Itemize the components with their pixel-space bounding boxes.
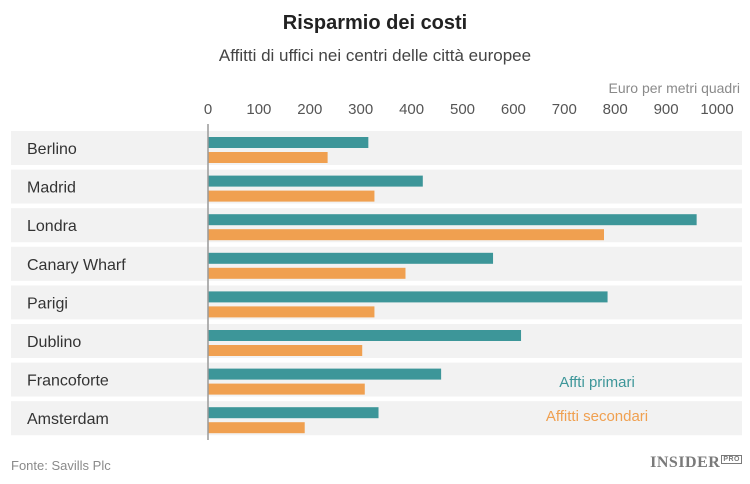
bar-primary (208, 175, 423, 187)
x-tick-label: 500 (450, 101, 475, 118)
logo-name: INSIDER (650, 454, 721, 471)
x-tick-label: 300 (348, 101, 373, 118)
x-tick-label: 400 (399, 101, 424, 118)
legend-primary: Affti primari (559, 374, 635, 391)
category-label: Dublino (27, 334, 81, 351)
chart-title: Risparmio dei costi (282, 12, 468, 34)
bar-primary (208, 252, 494, 264)
category-label: Parigi (27, 295, 68, 312)
x-tick-label: 800 (603, 101, 628, 118)
insider-pro-logo: INSIDER PRO (650, 454, 742, 472)
bar-secondary (208, 306, 375, 318)
category-label: Berlino (27, 141, 77, 158)
category-label: Madrid (27, 180, 76, 197)
x-tick-label: 1000 (700, 101, 733, 118)
chart-subtitle: Affitti di uffici nei centri delle città… (218, 46, 532, 65)
legend-secondary: Affitti secondari (546, 408, 648, 425)
bar-secondary (208, 422, 305, 434)
x-tick-label: 900 (654, 101, 679, 118)
category-band (11, 131, 742, 165)
x-tick-label: 0 (204, 101, 212, 118)
logo-badge: PRO (721, 455, 742, 464)
category-label: Londra (27, 218, 77, 235)
bar-secondary (208, 190, 375, 202)
bar-primary (208, 137, 369, 148)
category-label: Amsterdam (27, 411, 109, 428)
category-label: Canary Wharf (27, 257, 126, 274)
bar-secondary (208, 229, 605, 241)
x-tick-label: 100 (246, 101, 271, 118)
x-tick-label: 700 (552, 101, 577, 118)
bar-secondary (208, 152, 328, 163)
bar-secondary (208, 383, 365, 395)
bar-secondary (208, 345, 363, 356)
source-note: Fonte: Savills Plc (11, 458, 111, 473)
bar-secondary (208, 267, 406, 279)
x-tick-label: 600 (501, 101, 526, 118)
bar-primary (208, 214, 697, 226)
axis-unit-label: Euro per metri quadri (608, 80, 740, 96)
bar-primary (208, 407, 379, 419)
bar-primary (208, 368, 442, 380)
bar-primary (208, 330, 522, 341)
bar-primary (208, 291, 608, 303)
category-label: Francoforte (27, 373, 109, 390)
x-tick-label: 200 (297, 101, 322, 118)
